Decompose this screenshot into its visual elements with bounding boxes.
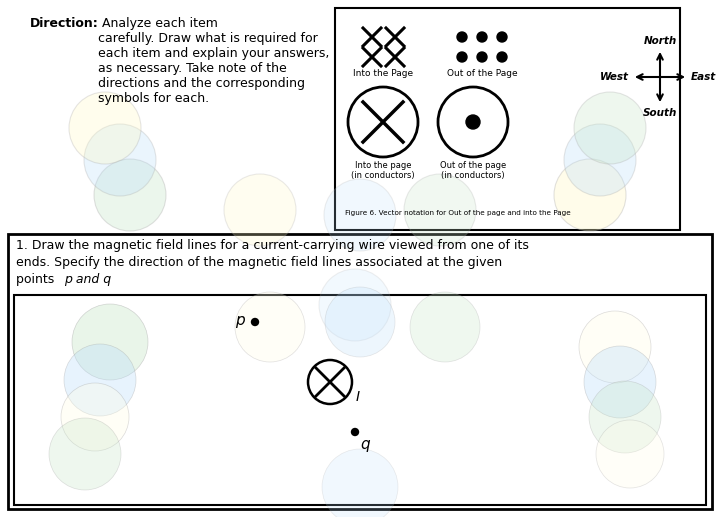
Circle shape — [64, 344, 136, 416]
FancyBboxPatch shape — [14, 295, 706, 505]
Text: Direction:: Direction: — [30, 17, 99, 30]
Circle shape — [49, 418, 121, 490]
Text: I: I — [356, 390, 360, 404]
Circle shape — [457, 32, 467, 42]
Text: points: points — [16, 273, 58, 286]
Text: 1. Draw the magnetic field lines for a current-carrying wire viewed from one of : 1. Draw the magnetic field lines for a c… — [16, 239, 529, 252]
Text: North: North — [644, 36, 677, 46]
Circle shape — [410, 292, 480, 362]
Circle shape — [574, 92, 646, 164]
Circle shape — [477, 32, 487, 42]
Circle shape — [322, 449, 398, 517]
Circle shape — [457, 52, 467, 62]
Circle shape — [466, 115, 480, 129]
Circle shape — [235, 292, 305, 362]
Circle shape — [324, 179, 396, 251]
Text: Out of the page
(in conductors): Out of the page (in conductors) — [440, 161, 506, 180]
Text: p and q: p and q — [64, 273, 111, 286]
Circle shape — [251, 318, 258, 326]
Text: Into the Page: Into the Page — [353, 69, 413, 78]
Text: p: p — [235, 313, 245, 328]
Circle shape — [564, 124, 636, 196]
Circle shape — [84, 124, 156, 196]
Circle shape — [319, 269, 391, 341]
Circle shape — [554, 159, 626, 231]
Circle shape — [596, 420, 664, 488]
Circle shape — [69, 92, 141, 164]
FancyBboxPatch shape — [335, 8, 680, 230]
Text: Figure 6. Vector notation for Out of the page and into the Page: Figure 6. Vector notation for Out of the… — [345, 210, 570, 216]
Text: West: West — [600, 72, 629, 82]
Circle shape — [584, 346, 656, 418]
Circle shape — [477, 52, 487, 62]
Circle shape — [404, 174, 476, 246]
Text: ends. Specify the direction of the magnetic field lines associated at the given: ends. Specify the direction of the magne… — [16, 256, 502, 269]
Text: Analyze each item
carefully. Draw what is required for
each item and explain you: Analyze each item carefully. Draw what i… — [98, 17, 329, 105]
Text: East: East — [691, 72, 716, 82]
Text: South: South — [643, 108, 678, 118]
Circle shape — [589, 381, 661, 453]
Text: q: q — [360, 437, 369, 452]
Circle shape — [61, 383, 129, 451]
Text: Out of the Page: Out of the Page — [446, 69, 517, 78]
FancyBboxPatch shape — [8, 234, 712, 509]
Circle shape — [224, 174, 296, 246]
Circle shape — [94, 159, 166, 231]
Circle shape — [579, 311, 651, 383]
Text: Into the page
(in conductors): Into the page (in conductors) — [351, 161, 415, 180]
Circle shape — [351, 429, 359, 435]
Circle shape — [497, 52, 507, 62]
Circle shape — [325, 287, 395, 357]
Circle shape — [497, 32, 507, 42]
Circle shape — [72, 304, 148, 380]
